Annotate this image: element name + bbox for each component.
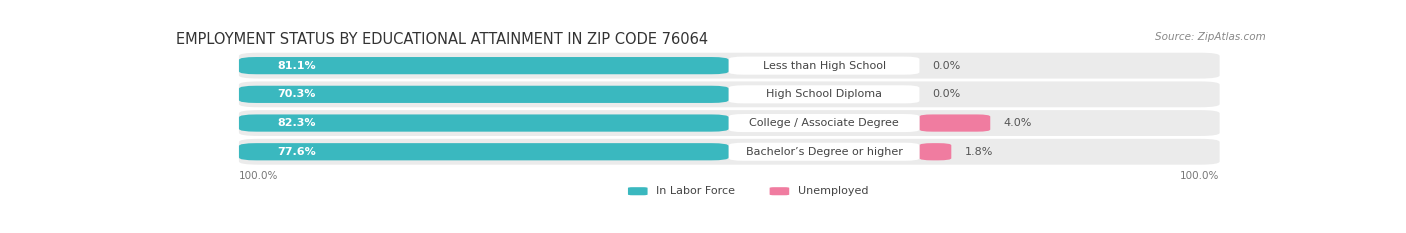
Text: 82.3%: 82.3% <box>277 118 315 128</box>
Text: 77.6%: 77.6% <box>277 147 316 157</box>
FancyBboxPatch shape <box>239 57 728 74</box>
FancyBboxPatch shape <box>239 86 728 103</box>
FancyBboxPatch shape <box>728 85 920 103</box>
Text: 100.0%: 100.0% <box>1180 171 1219 182</box>
Text: EMPLOYMENT STATUS BY EDUCATIONAL ATTAINMENT IN ZIP CODE 76064: EMPLOYMENT STATUS BY EDUCATIONAL ATTAINM… <box>176 31 707 47</box>
Text: College / Associate Degree: College / Associate Degree <box>749 118 898 128</box>
Text: Unemployed: Unemployed <box>799 186 869 196</box>
Text: In Labor Force: In Labor Force <box>657 186 735 196</box>
FancyBboxPatch shape <box>728 57 920 75</box>
FancyBboxPatch shape <box>728 143 920 161</box>
FancyBboxPatch shape <box>920 114 990 132</box>
Text: 81.1%: 81.1% <box>277 61 316 71</box>
Text: 0.0%: 0.0% <box>932 61 960 71</box>
Text: 70.3%: 70.3% <box>277 89 315 99</box>
Text: 4.0%: 4.0% <box>1004 118 1032 128</box>
FancyBboxPatch shape <box>239 81 1219 107</box>
FancyBboxPatch shape <box>769 187 789 195</box>
FancyBboxPatch shape <box>728 114 920 132</box>
Text: Source: ZipAtlas.com: Source: ZipAtlas.com <box>1154 31 1265 41</box>
FancyBboxPatch shape <box>628 187 648 195</box>
Text: 100.0%: 100.0% <box>239 171 278 182</box>
Text: 1.8%: 1.8% <box>965 147 993 157</box>
FancyBboxPatch shape <box>239 53 1219 79</box>
Text: High School Diploma: High School Diploma <box>766 89 882 99</box>
FancyBboxPatch shape <box>239 139 1219 165</box>
FancyBboxPatch shape <box>239 143 728 160</box>
FancyBboxPatch shape <box>239 110 1219 136</box>
Text: Bachelor’s Degree or higher: Bachelor’s Degree or higher <box>745 147 903 157</box>
Text: 0.0%: 0.0% <box>932 89 960 99</box>
FancyBboxPatch shape <box>920 143 952 160</box>
Text: Less than High School: Less than High School <box>762 61 886 71</box>
FancyBboxPatch shape <box>239 114 728 132</box>
